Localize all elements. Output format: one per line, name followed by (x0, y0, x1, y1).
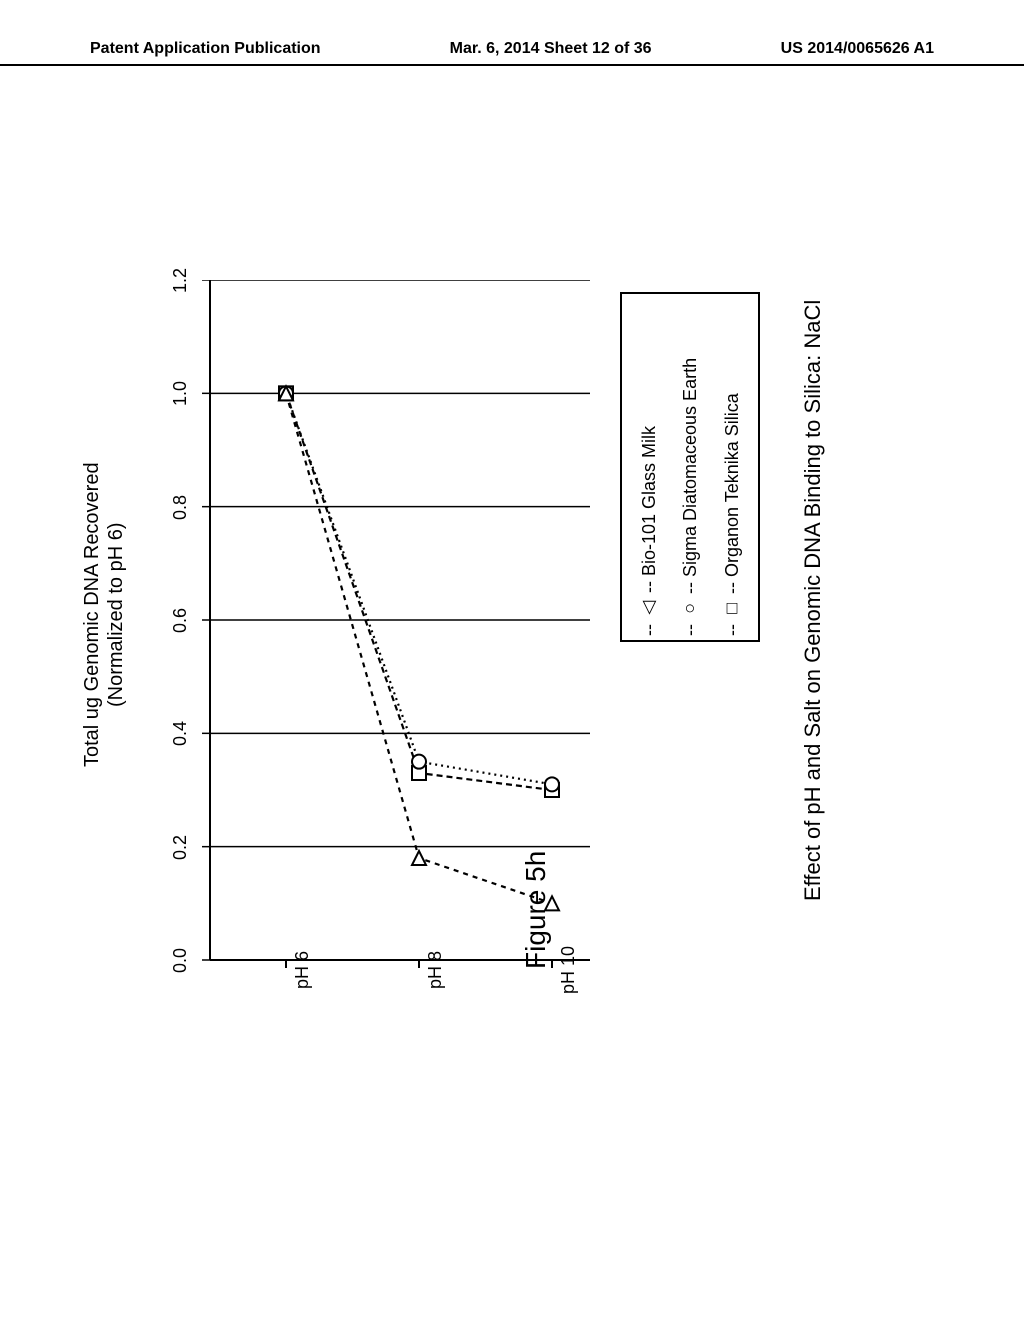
y-tick-label: 1.0 (170, 375, 191, 411)
y-tick-label: 0.8 (170, 489, 191, 525)
y-axis-label: Total ug Genomic DNA Recovered (Normaliz… (80, 440, 128, 790)
y-tick-label: 0.2 (170, 829, 191, 865)
legend-item: -- ○ -- Sigma Diatomaceous Earth (680, 306, 701, 636)
legend-item: -- △ -- Bio-101 Glass Milk (638, 306, 660, 636)
page-header: Patent Application Publication Mar. 6, 2… (0, 40, 1024, 66)
chart-title: Effect of pH and Salt on Genomic DNA Bin… (800, 220, 826, 980)
x-tick-label: pH 6 (292, 930, 313, 1010)
figure-region: Effect of pH and Salt on Genomic DNA Bin… (140, 140, 860, 1120)
header-right: US 2014/0065626 A1 (781, 40, 934, 58)
legend-box: -- □ -- Organon Teknika Silica -- ○ -- Si… (620, 292, 760, 642)
legend-item: -- □ -- Organon Teknika Silica (722, 306, 743, 636)
y-axis-label-line2: (Normalized to pH 6) (105, 523, 127, 708)
header-center: Mar. 6, 2014 Sheet 12 of 36 (450, 40, 652, 58)
header-left: Patent Application Publication (90, 40, 321, 58)
x-tick-label: pH 10 (558, 930, 579, 1010)
y-tick-label: 0.4 (170, 715, 191, 751)
y-tick-label: 0.0 (170, 942, 191, 978)
y-axis-label-line1: Total ug Genomic DNA Recovered (81, 463, 103, 768)
y-tick-label: 1.2 (170, 262, 191, 298)
x-tick-label: pH 8 (425, 930, 446, 1010)
figure-caption: Figure 5h (520, 820, 552, 1000)
y-tick-label: 0.6 (170, 602, 191, 638)
